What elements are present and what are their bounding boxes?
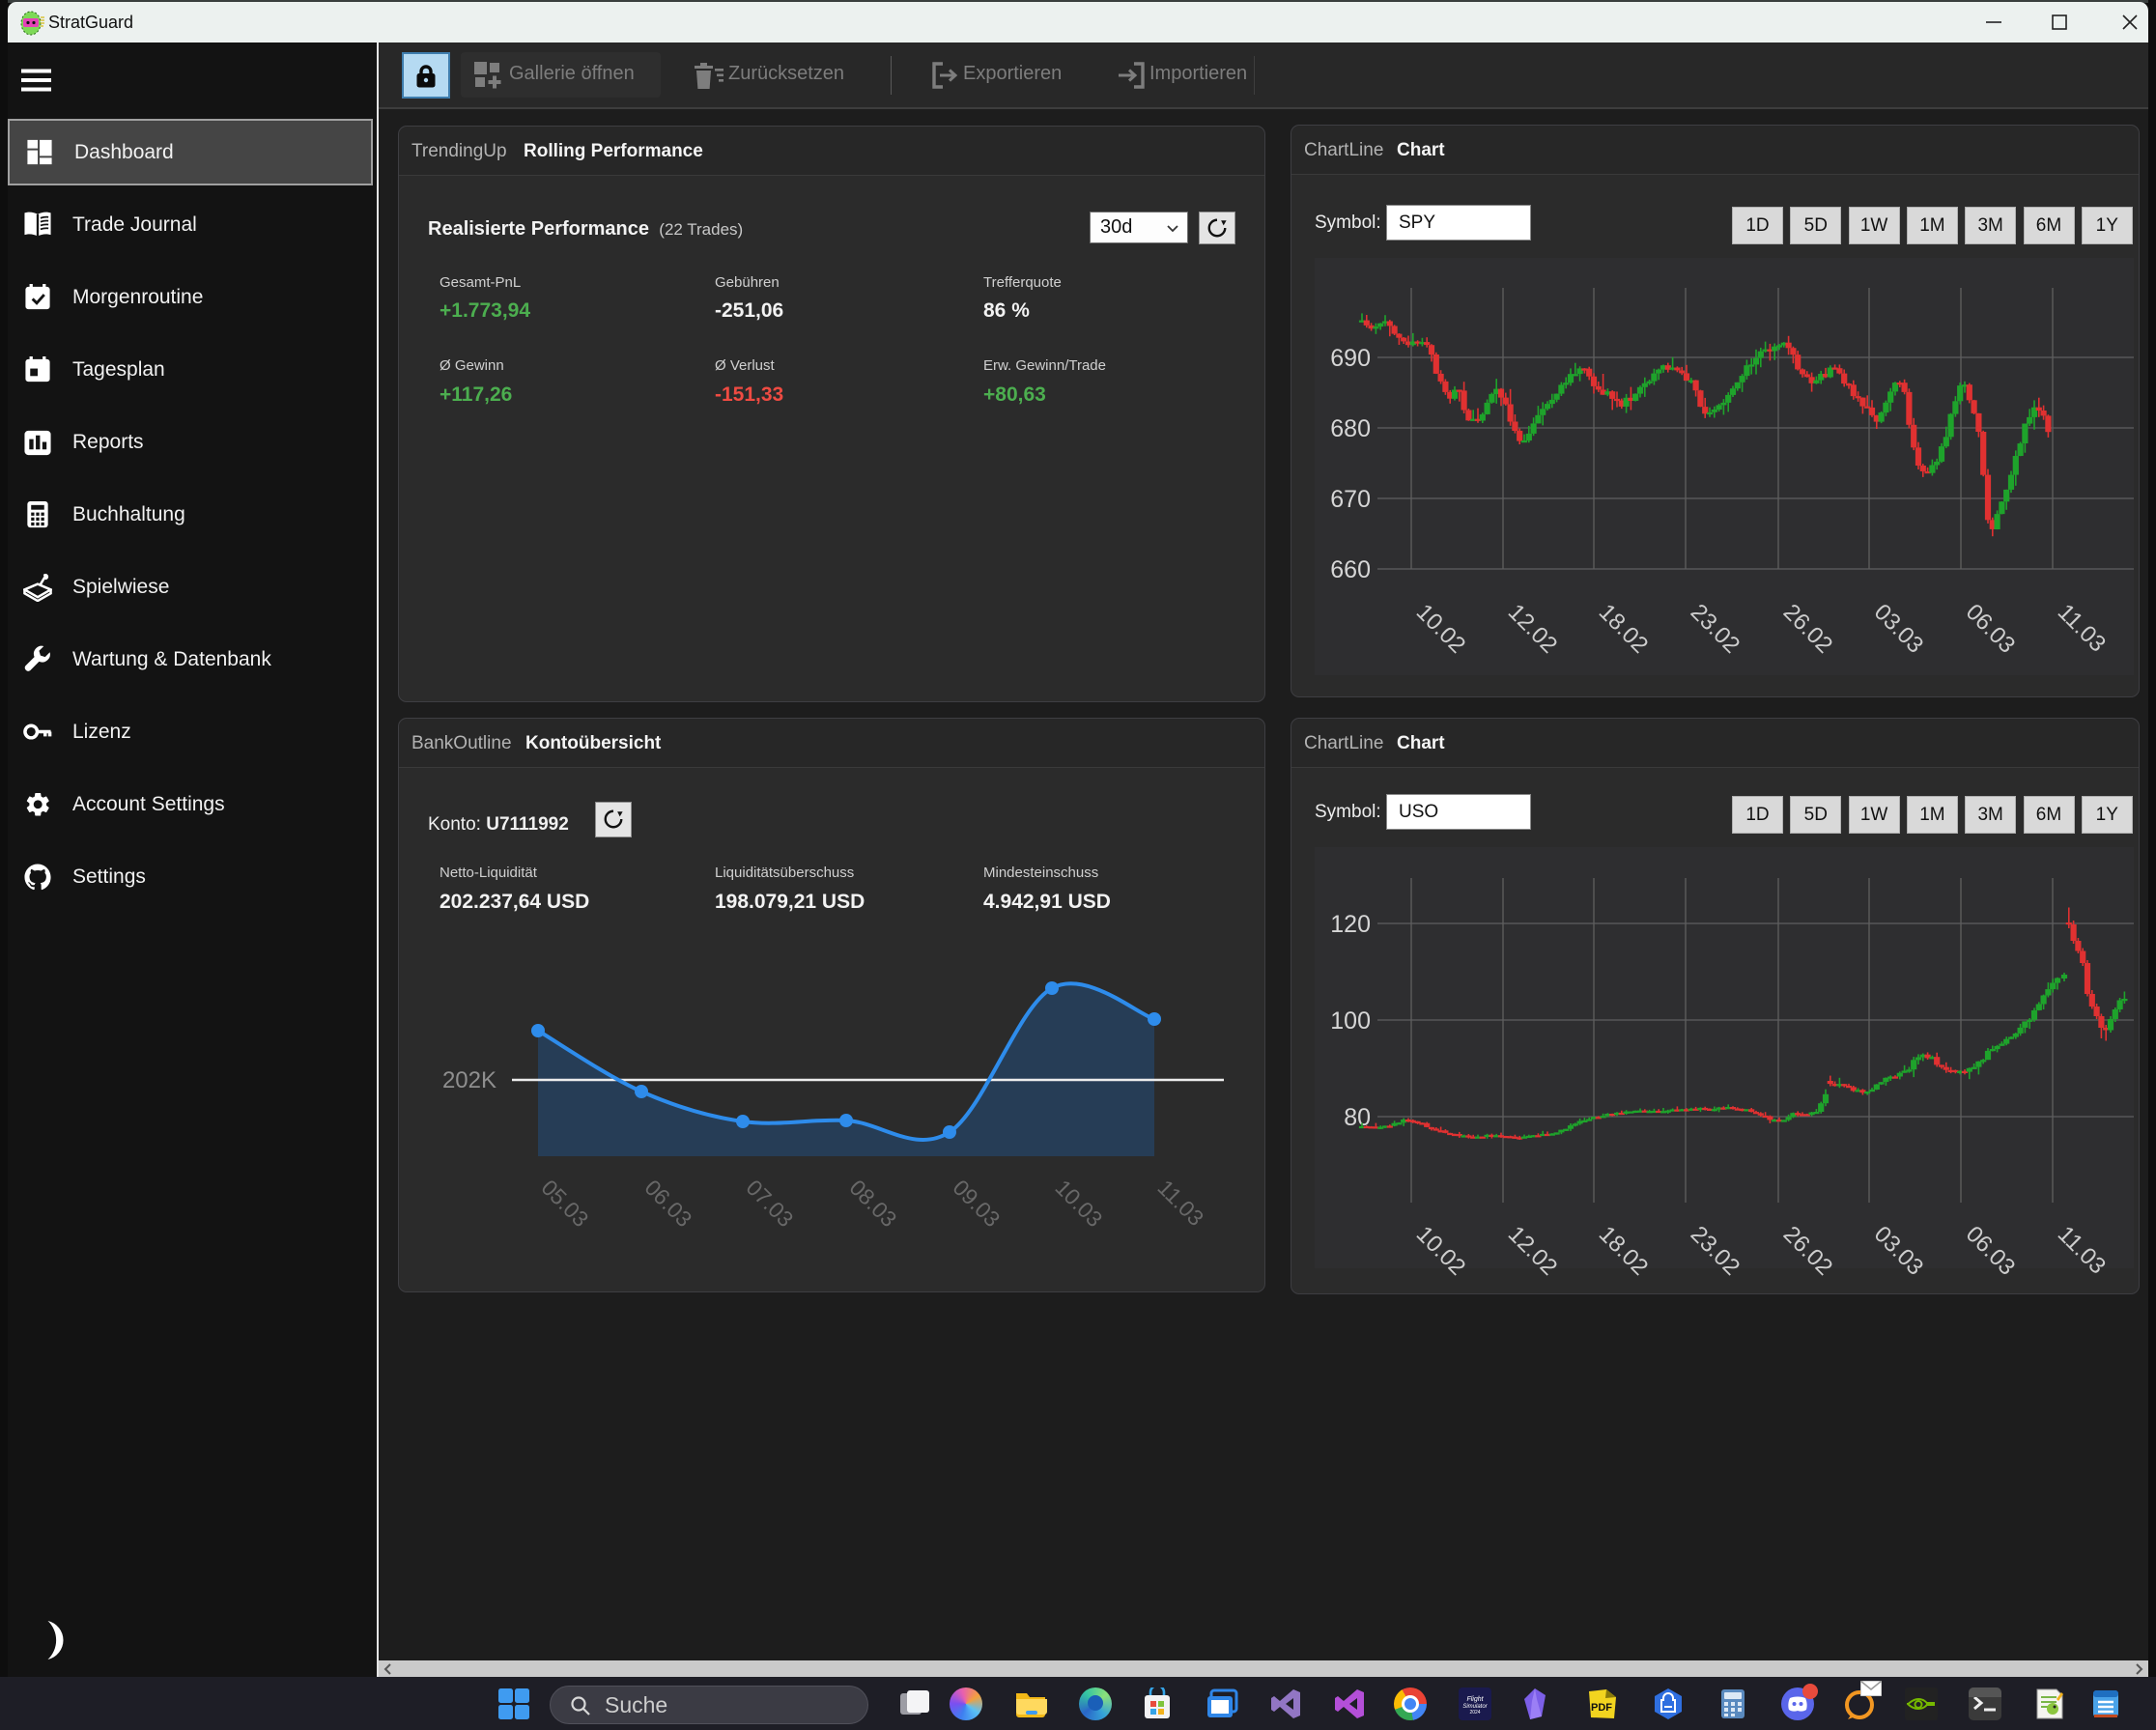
svg-text:Simulator: Simulator xyxy=(1462,1704,1488,1710)
svg-text:11.03: 11.03 xyxy=(1152,1175,1208,1231)
svg-text:690: 690 xyxy=(1330,345,1371,372)
svg-text:PDF: PDF xyxy=(1591,1702,1612,1714)
svg-text:08.03: 08.03 xyxy=(844,1175,901,1232)
svg-text:2024: 2024 xyxy=(1469,1710,1480,1715)
svg-text:06.03: 06.03 xyxy=(639,1175,696,1232)
svg-text:10.03: 10.03 xyxy=(1050,1175,1107,1232)
svg-text:09.03: 09.03 xyxy=(948,1175,1005,1232)
svg-text:680: 680 xyxy=(1330,415,1371,442)
svg-text:660: 660 xyxy=(1330,556,1371,583)
svg-text:100: 100 xyxy=(1330,1007,1371,1035)
svg-text:670: 670 xyxy=(1330,486,1371,513)
svg-text:120: 120 xyxy=(1330,911,1371,938)
svg-text:Flight: Flight xyxy=(1466,1696,1484,1703)
svg-text:07.03: 07.03 xyxy=(741,1175,798,1232)
svg-text:202K: 202K xyxy=(442,1067,496,1093)
svg-text:05.03: 05.03 xyxy=(536,1175,593,1232)
